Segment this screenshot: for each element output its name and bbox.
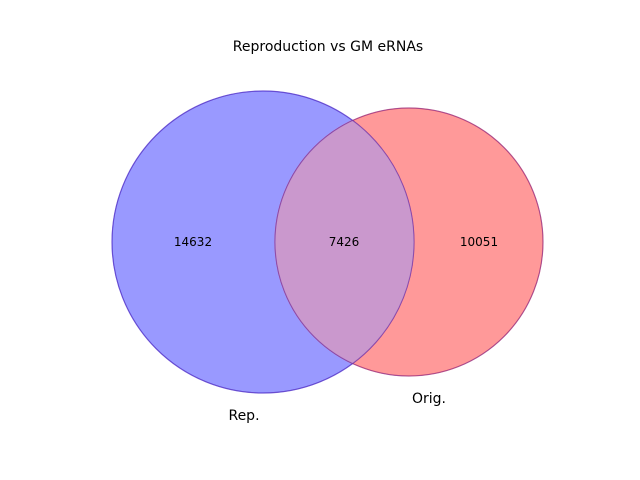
count-rep-only: 14632 [174, 235, 212, 249]
set-label-orig: Orig. [412, 391, 446, 407]
set-label-rep: Rep. [228, 408, 259, 424]
overlap-outline-orig [274, 107, 544, 377]
overlap-outline-rep [111, 90, 415, 394]
diagram-title: Reproduction vs GM eRNAs [233, 39, 423, 55]
overlap-region [275, 108, 414, 376]
count-overlap: 7426 [329, 235, 360, 249]
count-orig-only: 10051 [460, 235, 498, 249]
